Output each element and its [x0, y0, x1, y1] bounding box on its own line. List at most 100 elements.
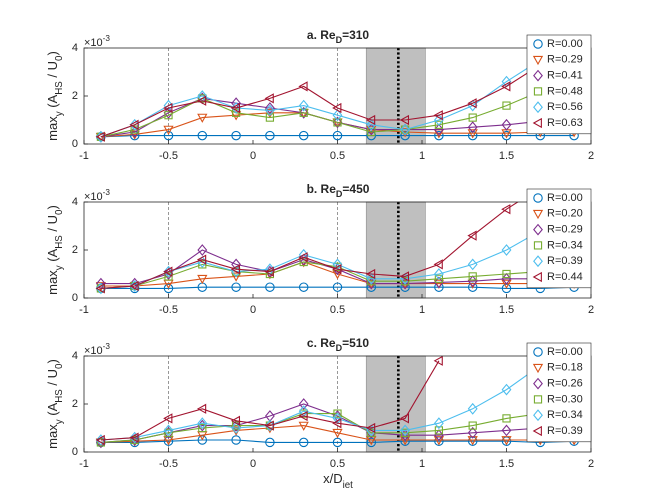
- panel-title: b. ReD=450: [307, 182, 370, 199]
- marker: [433, 279, 445, 289]
- marker: [533, 193, 543, 203]
- marker: [532, 55, 544, 66]
- legend-label: R=0.18: [547, 362, 583, 374]
- legend-box: [526, 34, 592, 135]
- marker: [164, 111, 173, 120]
- marker: [365, 422, 376, 434]
- y-tick-label: 0: [72, 292, 78, 304]
- y-axis-label: maxy (AHS / U0): [45, 205, 65, 295]
- panel: -1 -0.5 0 0.5 1 1.5 2 0 2 4 ×10-3 a. ReD=310 maxy (A…: [45, 28, 594, 162]
- x-tick-label: -1: [79, 458, 89, 470]
- marker: [433, 276, 444, 289]
- marker: [366, 272, 377, 285]
- data-layer: [95, 356, 580, 449]
- panel-title-part: b. Re: [307, 182, 337, 196]
- legend-label: R=0.63: [547, 117, 583, 129]
- marker: [95, 282, 106, 295]
- marker: [95, 130, 106, 143]
- marker: [298, 437, 309, 448]
- legend-label: R=0.34: [547, 239, 583, 251]
- x-axis-label-part: x/D: [323, 471, 343, 486]
- marker: [95, 277, 106, 290]
- series-line: [100, 439, 575, 443]
- marker: [532, 271, 542, 283]
- x-tick-label: -1: [79, 150, 89, 162]
- marker: [467, 129, 478, 139]
- data-layer: [95, 162, 580, 295]
- y-axis-label-part: HS: [54, 81, 65, 95]
- x-tick-label: 0: [250, 150, 256, 162]
- legend: R=0.00 R=0.20 R=0.29 R=0.34 R=0.39 R=0.44: [526, 188, 592, 289]
- x-tick-label: 1: [419, 150, 425, 162]
- marker: [366, 130, 377, 141]
- y-axis-label-part: max: [45, 270, 60, 295]
- x-tick-label: -0.5: [159, 304, 178, 316]
- marker: [264, 419, 275, 432]
- x-tick-label: 2: [588, 458, 594, 470]
- marker: [467, 426, 478, 439]
- y-axis-label-part: (A: [45, 248, 60, 265]
- x-tick-label: 0: [250, 304, 256, 316]
- marker: [333, 118, 342, 127]
- marker: [332, 282, 343, 292]
- marker: [264, 266, 274, 277]
- marker: [434, 282, 444, 292]
- y-axis-label-part: HS: [54, 235, 65, 249]
- series-line: [100, 403, 575, 443]
- marker: [400, 428, 410, 437]
- marker: [501, 204, 511, 215]
- marker: [264, 102, 275, 114]
- y-axis-label-part: max: [45, 116, 60, 141]
- marker: [501, 130, 512, 141]
- marker: [532, 425, 542, 437]
- marker: [197, 113, 208, 123]
- series-line: [100, 211, 575, 289]
- marker: [230, 264, 241, 275]
- y-axis-label-part: 0: [54, 209, 65, 215]
- panel-title-part: a. Re: [307, 28, 336, 42]
- x-tick-label: 1.5: [499, 150, 514, 162]
- legend-label: R=0.30: [547, 393, 583, 405]
- x-tick-label: 1.5: [499, 304, 514, 316]
- marker: [570, 162, 578, 170]
- marker: [502, 414, 511, 423]
- marker: [501, 383, 512, 396]
- marker: [467, 402, 478, 415]
- marker: [434, 130, 444, 141]
- marker: [502, 269, 511, 279]
- y-axis-label: maxy (AHS / U0): [45, 51, 65, 141]
- panel-title-part: D: [336, 35, 343, 45]
- series-line: [100, 48, 575, 138]
- legend-label: R=0.00: [547, 38, 583, 50]
- marker: [533, 347, 543, 357]
- x-axis-label-part: jet: [342, 480, 354, 488]
- marker: [298, 99, 309, 112]
- marker: [400, 277, 411, 290]
- legend-label: R=0.39: [547, 425, 583, 437]
- legend-label: R=0.29: [547, 224, 583, 236]
- marker: [399, 271, 410, 282]
- legend-label: R=0.20: [547, 208, 583, 220]
- legend-label: R=0.41: [547, 70, 583, 82]
- marker: [264, 93, 274, 104]
- marker: [299, 108, 308, 117]
- panel-title-part: =310: [342, 28, 369, 42]
- legend: R=0.00 R=0.29 R=0.41 R=0.48 R=0.56 R=0.63: [526, 34, 592, 135]
- marker: [366, 118, 377, 131]
- marker: [333, 409, 342, 418]
- marker: [533, 255, 543, 268]
- series-line: [100, 48, 557, 138]
- y-tick-label: 0: [72, 446, 78, 458]
- marker: [231, 419, 242, 432]
- marker: [400, 424, 411, 437]
- exponent-label-part: ×10: [84, 191, 103, 203]
- marker: [129, 119, 139, 130]
- marker: [265, 437, 275, 448]
- marker: [434, 120, 444, 129]
- marker: [533, 377, 543, 390]
- marker: [433, 436, 445, 446]
- data-layer: [95, 48, 580, 143]
- x-tick-label: 2: [588, 150, 594, 162]
- marker: [434, 274, 444, 283]
